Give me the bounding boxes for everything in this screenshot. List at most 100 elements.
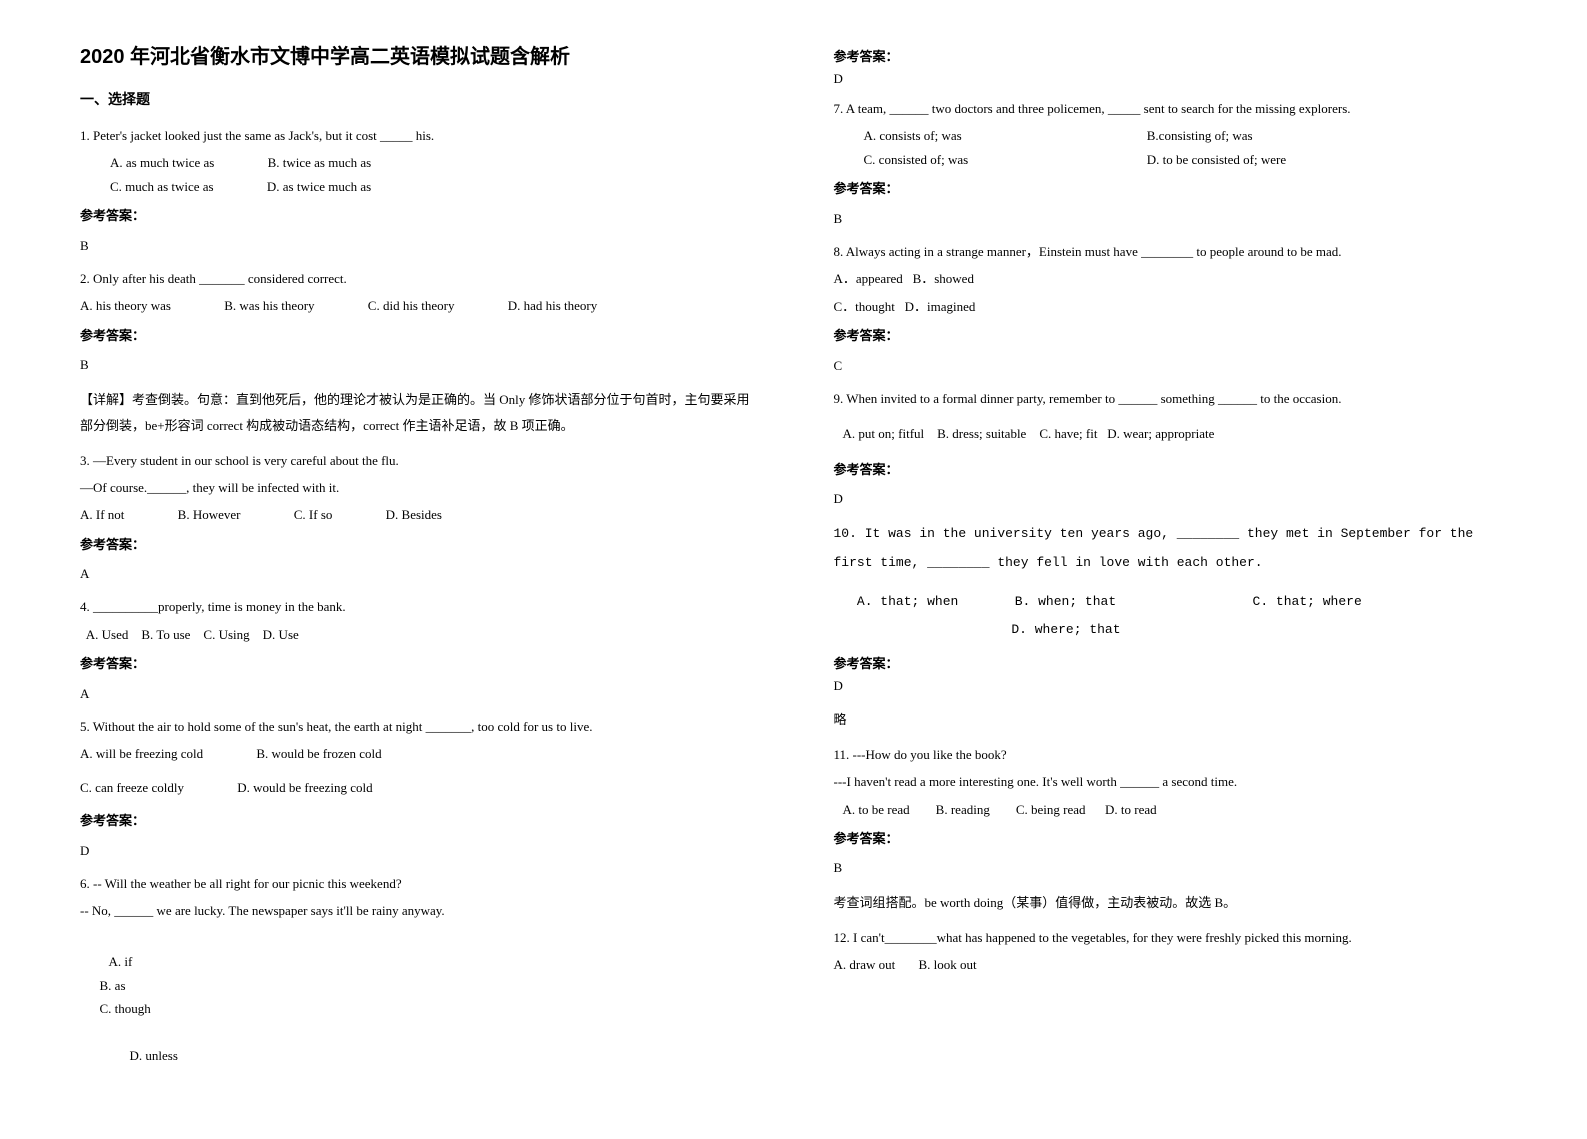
q6-text2: -- No, ______ we are lucky. The newspape…: [80, 899, 754, 922]
q5-text: 5. Without the air to hold some of the s…: [80, 715, 754, 738]
q3-optA: A. If not: [80, 503, 124, 526]
q1-optB: B. twice as much as: [268, 151, 372, 174]
q7-optA: A. consists of; was: [864, 124, 1144, 147]
doc-title: 2020 年河北省衡水市文博中学高二英语模拟试题含解析: [80, 40, 754, 69]
question-9: 9. When invited to a formal dinner party…: [834, 387, 1508, 511]
q10-optB: B. when; that: [1015, 588, 1245, 617]
q12-optB: B. look out: [919, 957, 977, 972]
q2-optD: D. had his theory: [508, 294, 598, 317]
q8-optC: C．thought: [834, 299, 895, 314]
question-1: 1. Peter's jacket looked just the same a…: [80, 124, 754, 257]
q2-answer: B: [80, 353, 754, 376]
q3-answer: A: [80, 562, 754, 585]
answer-label: 参考答案：: [80, 204, 754, 227]
question-12: 12. I can't________what has happened to …: [834, 926, 1508, 977]
q7-text: 7. A team, ______ two doctors and three …: [834, 97, 1508, 120]
q5-optD: D. would be freezing cold: [237, 776, 372, 799]
question-11: 11. ---How do you like the book? ---I ha…: [834, 743, 1508, 916]
q6-options: A. if B. as C. though D. unless: [80, 927, 754, 1091]
q11-text1: 11. ---How do you like the book?: [834, 743, 1508, 766]
q5-options-row2: C. can freeze coldly D. would be freezin…: [80, 776, 754, 799]
q6-text1: 6. -- Will the weather be all right for …: [80, 872, 754, 895]
q8-options-row2: C．thought D．imagined: [834, 295, 1508, 318]
q3-options: A. If not B. However C. If so D. Besides: [80, 503, 754, 526]
q3-optC: C. If so: [294, 503, 333, 526]
q10-optA: A. that; when: [857, 588, 1007, 617]
q5-options-row1: A. will be freezing cold B. would be fro…: [80, 742, 754, 765]
q5-optA: A. will be freezing cold: [80, 742, 203, 765]
q9-options: A. put on; fitful B. dress; suitable C. …: [834, 422, 1508, 445]
q4-options: A. Used B. To use C. Using D. Use: [80, 623, 754, 646]
q5-optB: B. would be frozen cold: [256, 742, 381, 765]
answer-label: 参考答案：: [80, 533, 754, 556]
question-4: 4. __________properly, time is money in …: [80, 595, 754, 705]
q1-options: A. as much twice as B. twice as much as …: [80, 151, 754, 198]
answer-label: 参考答案：: [834, 177, 1508, 200]
q8-answer: C: [834, 354, 1508, 377]
q5-optC: C. can freeze coldly: [80, 776, 184, 799]
q7-optB: B.consisting of; was: [1147, 128, 1253, 143]
answer-label: 参考答案：: [834, 458, 1508, 481]
answer-label: 参考答案：: [80, 652, 754, 675]
q6-optA: A. if: [100, 950, 300, 973]
answer-label: 参考答案：: [834, 827, 1508, 850]
q8-optB: B．showed: [913, 271, 974, 286]
q3-text1: 3. —Every student in our school is very …: [80, 449, 754, 472]
q10-answer: D: [834, 678, 1508, 694]
q2-optA: A. his theory was: [80, 294, 171, 317]
q7-optD: D. to be consisted of; were: [1147, 152, 1286, 167]
answer-label: 参考答案：: [80, 324, 754, 347]
q10-options: A. that; when B. when; that C. that; whe…: [834, 588, 1508, 645]
q10-optC: C. that; where: [1253, 594, 1362, 609]
q11-text2: ---I haven't read a more interesting one…: [834, 770, 1508, 793]
q1-answer: B: [80, 234, 754, 257]
q8-options-row1: A．appeared B．showed: [834, 267, 1508, 290]
q1-optD: D. as twice much as: [267, 175, 371, 198]
answer-label: 参考答案：: [834, 324, 1508, 347]
q6-optD: D. unless: [100, 1048, 178, 1063]
q12-optA: A. draw out: [834, 953, 896, 976]
answer-label: 参考答案：: [834, 653, 1508, 672]
q1-text: 1. Peter's jacket looked just the same a…: [80, 124, 754, 147]
q8-optD: D．imagined: [905, 299, 976, 314]
question-7: 7. A team, ______ two doctors and three …: [834, 97, 1508, 230]
q7-answer: B: [834, 207, 1508, 230]
q10-note: 略: [834, 709, 1508, 728]
question-5: 5. Without the air to hold some of the s…: [80, 715, 754, 862]
question-2: 2. Only after his death _______ consider…: [80, 267, 754, 439]
q5-answer: D: [80, 839, 754, 862]
q8-optA: A．appeared: [834, 271, 903, 286]
q6-optB: B. as: [100, 974, 250, 997]
q2-options: A. his theory was B. was his theory C. d…: [80, 294, 754, 317]
answer-label: 参考答案：: [80, 809, 754, 832]
q2-optC: C. did his theory: [368, 294, 455, 317]
q2-text: 2. Only after his death _______ consider…: [80, 267, 754, 290]
question-3: 3. —Every student in our school is very …: [80, 449, 754, 586]
q10-optD: D. where; that: [1011, 622, 1120, 637]
q12-text: 12. I can't________what has happened to …: [834, 926, 1508, 949]
q11-options: A. to be read B. reading C. being read D…: [834, 798, 1508, 821]
right-column: 参考答案： D 7. A team, ______ two doctors an…: [834, 40, 1508, 1099]
question-10: 10. It was in the university ten years a…: [834, 520, 1508, 644]
q7-options: A. consists of; was B.consisting of; was…: [834, 124, 1508, 171]
q1-optA: A. as much twice as: [110, 151, 214, 174]
question-6: 6. -- Will the weather be all right for …: [80, 872, 754, 1091]
q9-text: 9. When invited to a formal dinner party…: [834, 387, 1508, 410]
q2-explanation: 【详解】考查倒装。句意：直到他死后，他的理论才被认为是正确的。当 Only 修饰…: [80, 387, 754, 439]
q9-answer: D: [834, 487, 1508, 510]
q11-explanation: 考查词组搭配。be worth doing（某事）值得做，主动表被动。故选 B。: [834, 890, 1508, 916]
q6-answer: D: [834, 71, 1508, 87]
q11-answer: B: [834, 856, 1508, 879]
q8-text: 8. Always acting in a strange manner，Ein…: [834, 240, 1508, 263]
q3-optB: B. However: [178, 503, 241, 526]
q4-text: 4. __________properly, time is money in …: [80, 595, 754, 618]
section-header: 一、选择题: [80, 89, 754, 109]
left-column: 2020 年河北省衡水市文博中学高二英语模拟试题含解析 一、选择题 1. Pet…: [80, 40, 754, 1099]
q6-optC: C. though: [100, 1001, 151, 1016]
q3-optD: D. Besides: [386, 503, 442, 526]
question-8: 8. Always acting in a strange manner，Ein…: [834, 240, 1508, 377]
q12-options: A. draw out B. look out: [834, 953, 1508, 976]
q4-answer: A: [80, 682, 754, 705]
q10-text: 10. It was in the university ten years a…: [834, 520, 1508, 577]
q7-optC: C. consisted of; was: [864, 148, 1144, 171]
